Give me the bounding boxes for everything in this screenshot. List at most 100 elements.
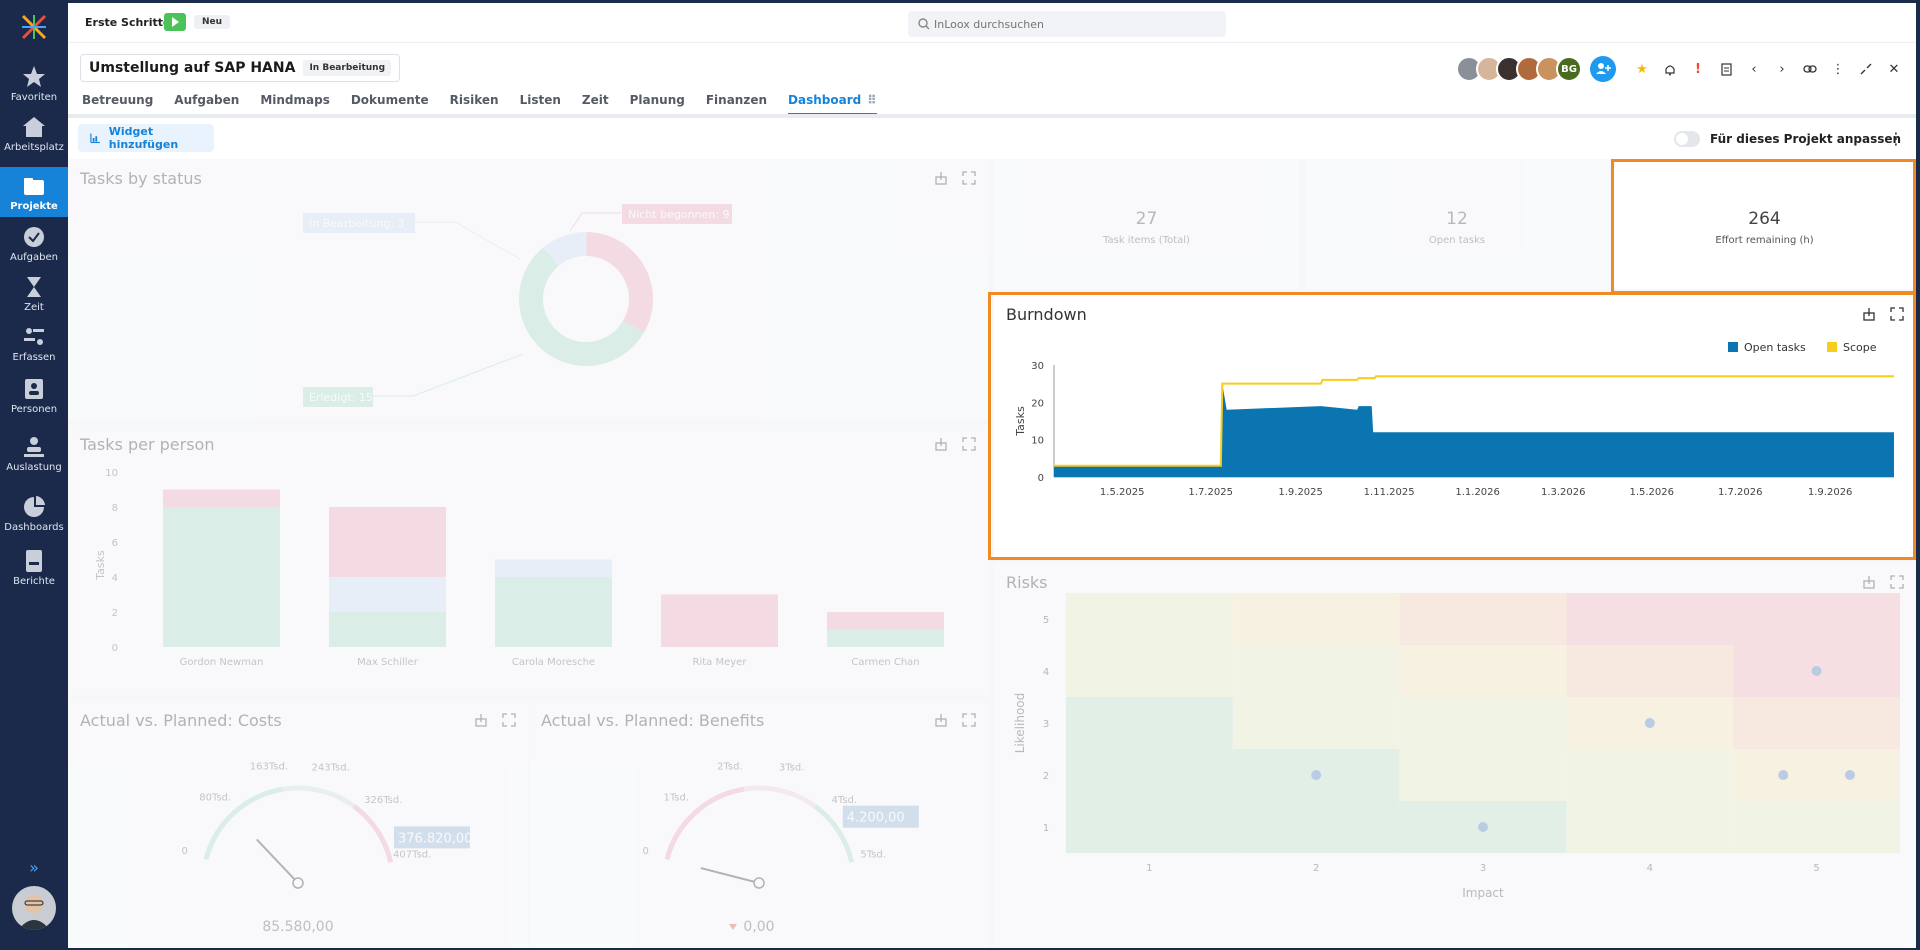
more-vertical-icon[interactable]: ⋮ — [1831, 61, 1845, 77]
add-widget-button[interactable]: Widget hinzufügen — [78, 124, 214, 152]
gauge-tick-label: 1Tsd. — [663, 792, 689, 803]
first-steps-label: Erste Schritte: — [85, 16, 175, 29]
share-icon[interactable] — [934, 437, 948, 451]
link-icon[interactable] — [1796, 59, 1824, 79]
sidebar-item-auslastung[interactable]: Auslastung — [0, 428, 68, 478]
gauge-planned-label: 4.200,00 — [847, 811, 905, 826]
next-icon[interactable]: › — [1779, 61, 1785, 77]
add-user-button[interactable] — [1590, 56, 1616, 82]
tab-mindmaps[interactable]: Mindmaps — [260, 93, 330, 115]
project-status-badge[interactable]: In Bearbeitung — [303, 60, 392, 76]
x-tick-label: Rita Meyer — [693, 657, 748, 668]
customize-toggle[interactable] — [1674, 131, 1700, 147]
drag-handle-icon[interactable]: ⠿ — [867, 93, 877, 107]
share-icon[interactable] — [934, 171, 948, 185]
tab-label: Dashboard — [788, 93, 862, 107]
bar-segment-inprogress[interactable] — [495, 559, 612, 578]
team-avatar-initials[interactable]: BG — [1556, 56, 1582, 82]
favorite-star-icon[interactable]: ★ — [1636, 61, 1648, 77]
gauge-planned-box — [842, 805, 919, 828]
customize-toggle-label: Für dieses Projekt anpassen — [1710, 132, 1902, 146]
tab-dokumente[interactable]: Dokumente — [351, 93, 429, 115]
sidebar-item-erfassen[interactable]: Erfassen — [0, 318, 68, 368]
bar-segment-done[interactable] — [329, 612, 446, 647]
expand-icon[interactable] — [962, 713, 976, 727]
expand-icon[interactable] — [1890, 575, 1904, 589]
bar-segment-notstarted[interactable] — [163, 489, 280, 508]
gauge-tick-label: 0 — [642, 846, 648, 857]
risk-point[interactable] — [1778, 770, 1789, 780]
risk-cell — [1733, 697, 1900, 749]
inloox-logo-icon[interactable] — [20, 13, 48, 41]
project-team-avatars[interactable]: BG — [1456, 56, 1582, 82]
close-icon[interactable]: ✕ — [1888, 61, 1900, 77]
risk-point[interactable] — [1311, 770, 1322, 780]
tab-risiken[interactable]: Risiken — [450, 93, 499, 115]
tab-planung[interactable]: Planung — [630, 93, 685, 115]
sidebar-item-label: Dashboards — [4, 522, 64, 533]
sidebar-item-aufgaben[interactable]: Aufgaben — [0, 218, 68, 268]
project-title-box[interactable]: Umstellung auf SAP HANA In Bearbeitung — [80, 54, 401, 82]
risk-point[interactable] — [1811, 666, 1822, 676]
tab-aufgaben[interactable]: Aufgaben — [174, 93, 239, 115]
share-icon[interactable] — [934, 713, 948, 727]
sidebar-item-zeit[interactable]: Zeit — [0, 268, 68, 318]
priority-icon[interactable]: ! — [1695, 61, 1701, 77]
sidebar-expand-button[interactable]: » — [29, 858, 39, 877]
first-steps-play-button[interactable] — [164, 13, 186, 31]
tab-zeit[interactable]: Zeit — [582, 93, 609, 115]
expand-icon[interactable] — [502, 713, 516, 727]
sidebar-item-favoriten[interactable]: Favoriten — [0, 58, 68, 108]
share-icon[interactable] — [1862, 575, 1876, 589]
current-user-avatar[interactable] — [12, 886, 56, 930]
tab-finanzen[interactable]: Finanzen — [706, 93, 767, 115]
sidebar-item-label: Auslastung — [6, 462, 62, 473]
series-scope-line[interactable] — [1054, 375, 1894, 467]
kpi-value: 12 — [1446, 209, 1468, 229]
risk-point[interactable] — [1478, 822, 1488, 832]
x-tick-label: 1.7.2026 — [1718, 487, 1763, 498]
expand-icon[interactable] — [1890, 307, 1904, 321]
bar-segment-done[interactable] — [827, 629, 944, 648]
gauge-needle — [700, 867, 760, 884]
bar-segment-inprogress[interactable] — [329, 577, 446, 612]
x-tick-label: 1.11.2025 — [1364, 487, 1415, 498]
share-icon[interactable] — [474, 713, 488, 727]
donut-slice[interactable] — [519, 232, 653, 366]
project-title[interactable]: Umstellung auf SAP HANA — [89, 60, 296, 76]
kpi-label: Task items (Total) — [1103, 235, 1190, 246]
risk-point[interactable] — [1844, 770, 1855, 780]
sidebar-item-dashboards[interactable]: Dashboards — [0, 488, 68, 538]
bar-segment-done[interactable] — [163, 507, 280, 647]
donut-leader-line — [569, 212, 622, 232]
bell-icon[interactable] — [1656, 59, 1684, 79]
share-icon[interactable] — [1862, 307, 1876, 321]
risk-point[interactable] — [1644, 718, 1655, 728]
sidebar-item-personen[interactable]: Personen — [0, 370, 68, 420]
dashboard-more-icon[interactable]: ⋮ — [1888, 129, 1904, 148]
collapse-icon[interactable] — [1852, 59, 1880, 79]
sidebar-item-berichte[interactable]: Berichte — [0, 542, 68, 592]
search-input[interactable] — [934, 11, 1214, 37]
series-open-tasks-area[interactable] — [1054, 383, 1894, 477]
y-tick-label: 1 — [1043, 823, 1049, 834]
sidebar-item-arbeitsplatz[interactable]: Arbeitsplatz — [0, 108, 68, 158]
tab-dashboard[interactable]: Dashboard ⠿ — [788, 93, 877, 115]
tab-betreuung[interactable]: Betreuung — [82, 93, 153, 115]
tab-listen[interactable]: Listen — [520, 93, 561, 115]
bar-segment-notstarted[interactable] — [329, 507, 446, 577]
x-tick-label: 1 — [1146, 863, 1152, 874]
sidebar-item-projekte[interactable]: Projekte — [0, 167, 68, 217]
expand-icon[interactable] — [962, 437, 976, 451]
expand-icon[interactable] — [962, 171, 976, 185]
bar-segment-done[interactable] — [495, 577, 612, 647]
bar-segment-notstarted[interactable] — [827, 612, 944, 630]
donut-slice[interactable] — [519, 232, 653, 366]
previous-icon[interactable]: ‹ — [1751, 61, 1757, 77]
widget-benefits: Actual vs. Planned: Benefits 0 1Tsd. 2Tsd.… — [529, 701, 988, 948]
risk-cell — [1399, 645, 1567, 697]
document-icon[interactable] — [1712, 59, 1740, 79]
donut-slice[interactable] — [519, 232, 653, 366]
bar-segment-notstarted[interactable] — [661, 594, 778, 648]
global-search[interactable] — [908, 11, 1226, 37]
